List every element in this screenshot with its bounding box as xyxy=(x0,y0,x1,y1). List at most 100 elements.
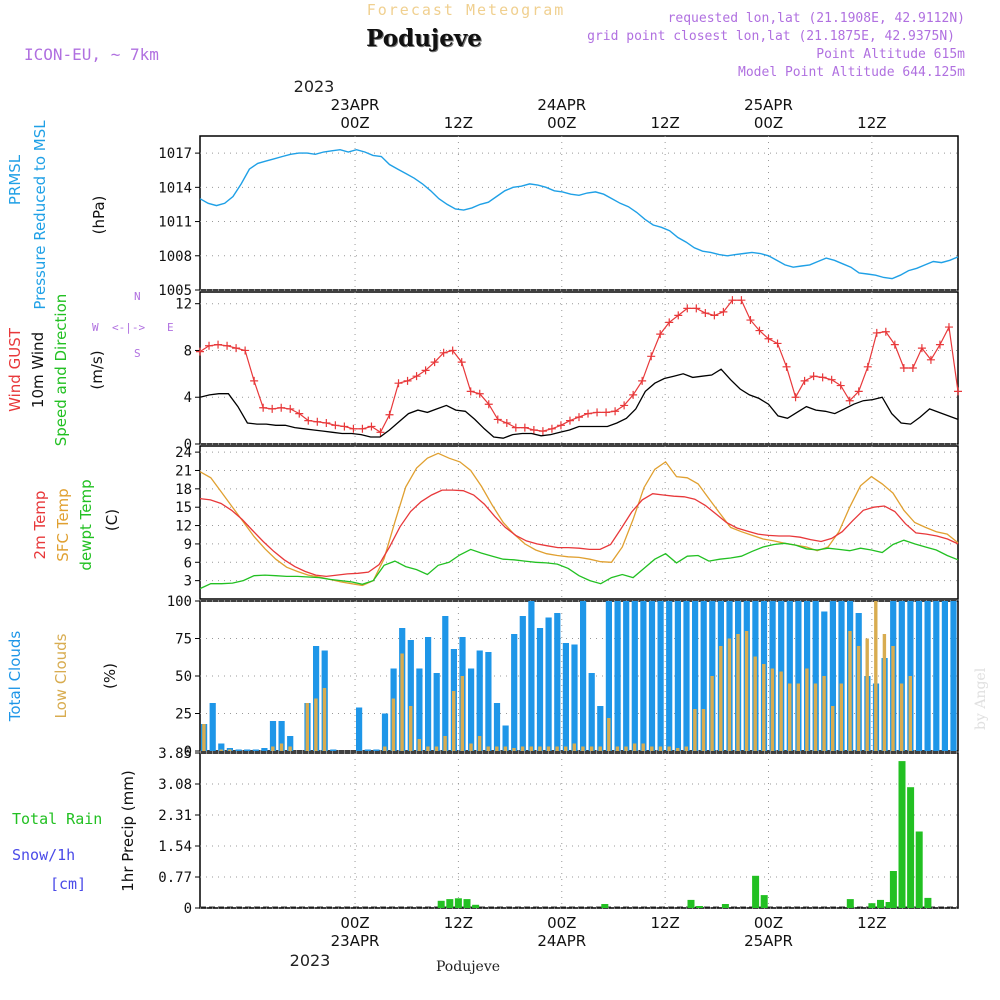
gust-marker xyxy=(863,362,872,371)
gust-marker xyxy=(421,366,430,375)
total-cloud-bar xyxy=(536,628,544,751)
wind-ylabel-10m: 10m Wind xyxy=(29,332,47,408)
rain-bar xyxy=(915,831,923,908)
bottom-hour-label: 12Z xyxy=(444,914,473,932)
gust-marker xyxy=(394,379,403,388)
rain-bar xyxy=(601,904,609,908)
gust-marker xyxy=(457,358,466,367)
pressure-panel-frame xyxy=(199,135,959,291)
pressure-ytick-label: 1005 xyxy=(158,283,192,299)
low-cloud-bar xyxy=(693,709,697,751)
gust-marker xyxy=(602,408,611,417)
low-cloud-bar xyxy=(305,703,309,751)
location-title: Podujeve xyxy=(367,26,483,53)
total-cloud-bar xyxy=(545,617,552,751)
gust-marker xyxy=(484,400,493,409)
gust-marker xyxy=(565,416,574,425)
precip-ytick-label: 3.85 xyxy=(158,746,192,762)
compass-arrow: <-|-> xyxy=(112,321,145,334)
low-cloud-bar xyxy=(762,664,766,751)
total-cloud-bar xyxy=(683,601,690,751)
gust-marker xyxy=(755,326,764,335)
total-cloud-bar xyxy=(442,616,449,751)
wind-speed-line xyxy=(199,368,959,439)
temperature-ytick-label: 12 xyxy=(175,519,192,535)
gust-marker xyxy=(954,387,962,396)
low-cloud-bar xyxy=(701,709,706,751)
low-cloud-bar xyxy=(271,746,275,751)
temperature-ytick-label: 24 xyxy=(175,445,192,461)
total-cloud-bar xyxy=(209,703,216,751)
bottom-date-label: 25APR xyxy=(744,932,793,950)
total-cloud-bar xyxy=(692,601,699,751)
gust-marker xyxy=(665,318,674,327)
gust-marker xyxy=(656,330,665,339)
gust-marker xyxy=(908,364,917,372)
total-cloud-bar xyxy=(528,601,535,751)
total-cloud-bar xyxy=(812,601,819,751)
gust-marker xyxy=(448,346,457,355)
rain-bar xyxy=(907,787,915,908)
total-cloud-bar xyxy=(588,673,595,751)
cloud-ylabel-total: Total Clouds xyxy=(6,631,24,723)
low-cloud-bar xyxy=(658,746,663,751)
low-cloud-bar xyxy=(874,601,878,751)
gust-marker xyxy=(890,340,899,349)
temperature-panel-frame xyxy=(199,445,959,600)
total-cloud-bar xyxy=(511,634,518,751)
gust-marker xyxy=(701,309,710,318)
clouds-ytick-label: 25 xyxy=(175,707,192,723)
model-label: ICON-EU, ~ 7km xyxy=(24,45,159,64)
low-cloud-bar xyxy=(460,676,464,751)
clouds-ytick-label: 50 xyxy=(175,669,192,685)
cloud-unit: (%) xyxy=(101,663,119,689)
total-cloud-bar xyxy=(571,644,578,751)
total-cloud-bar xyxy=(356,707,363,751)
gust-marker xyxy=(331,421,340,430)
gust-marker xyxy=(773,339,782,348)
total-cloud-bar xyxy=(261,748,268,751)
top-date-label: 25APR xyxy=(744,96,793,114)
rain-bar xyxy=(687,899,695,908)
gust-marker xyxy=(259,403,268,412)
low-cloud-bar xyxy=(632,743,637,751)
grid-coords: grid point closest lon,lat (21.1875E, 42… xyxy=(587,29,955,44)
low-cloud-bar xyxy=(529,746,533,751)
low-cloud-bar xyxy=(452,691,456,751)
total-cloud-bar xyxy=(605,601,612,751)
low-cloud-bar xyxy=(219,749,223,751)
low-cloud-bar xyxy=(710,676,714,751)
top-hour-label: 12Z xyxy=(857,114,886,132)
low-cloud-bar xyxy=(839,683,843,751)
gust-marker xyxy=(493,415,502,424)
gust-marker xyxy=(737,296,746,305)
total-cloud-bar xyxy=(218,743,225,751)
low-cloud-bar xyxy=(831,706,835,751)
gust-marker xyxy=(430,358,439,367)
bottom-hour-label: 00Z xyxy=(754,914,783,932)
top-hour-label: 00Z xyxy=(754,114,783,132)
total-cloud-bar xyxy=(244,749,251,751)
low-cloud-bar xyxy=(607,718,611,751)
gust-marker xyxy=(277,403,286,412)
gust-marker xyxy=(674,311,683,320)
low-cloud-bar xyxy=(813,683,818,751)
sfc-temp-line xyxy=(199,452,959,587)
low-cloud-bar xyxy=(822,676,826,751)
temp-ylabel-dewpt: dewpt Temp xyxy=(77,479,95,570)
precip-ylabel: 1hr Precip (mm) xyxy=(119,770,137,891)
total-cloud-bar xyxy=(838,601,845,751)
low-cloud-bar xyxy=(641,743,645,751)
wind-unit: (m/s) xyxy=(88,350,106,389)
compass-east: E xyxy=(167,321,174,334)
low-cloud-bar xyxy=(856,646,861,751)
low-cloud-bar xyxy=(908,676,912,751)
gust-marker xyxy=(782,362,791,371)
low-cloud-bar xyxy=(564,746,568,751)
precip-legend-snow: Snow/1h xyxy=(12,846,75,864)
gust-marker xyxy=(584,409,593,418)
gust-marker xyxy=(935,340,944,349)
low-cloud-bar xyxy=(417,739,421,751)
pressure-ytick-label: 1017 xyxy=(158,146,192,162)
pressure-ylabel-prmsl: PRMSL xyxy=(6,154,24,205)
